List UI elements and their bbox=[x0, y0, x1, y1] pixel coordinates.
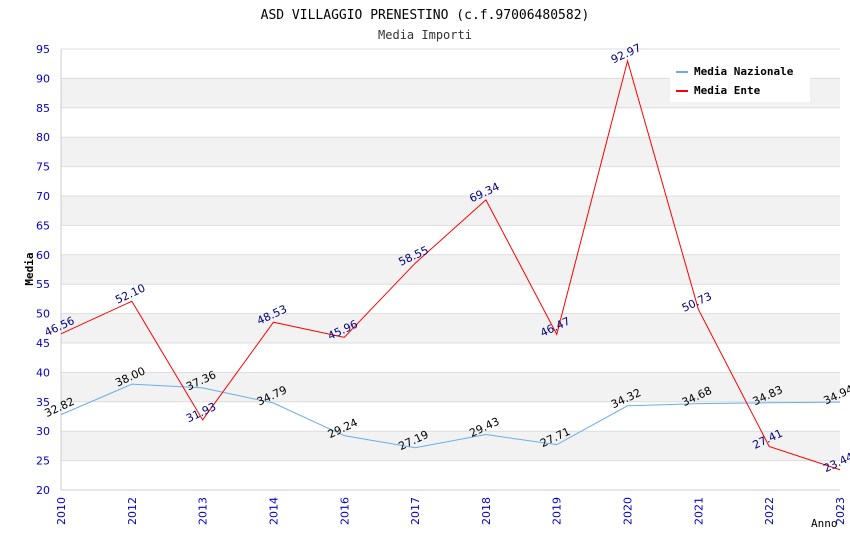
y-axis-label: Media bbox=[23, 252, 36, 285]
chart-title: ASD VILLAGGIO PRENESTINO (c.f.9700648058… bbox=[261, 8, 590, 23]
y-tick-label: 70 bbox=[36, 190, 50, 203]
x-tick-label: 2023 bbox=[834, 497, 847, 525]
series-line bbox=[60, 383, 841, 449]
legend-label: Media Nazionale bbox=[694, 65, 794, 78]
y-tick-label: 65 bbox=[36, 219, 50, 232]
x-tick-label: 2018 bbox=[480, 497, 493, 525]
legend-label: Media Ente bbox=[694, 84, 761, 97]
grid-band bbox=[61, 254, 840, 285]
series-lines bbox=[60, 59, 841, 471]
y-tick-label: 55 bbox=[36, 278, 50, 291]
data-label: 52.10 bbox=[113, 282, 147, 307]
y-tick-label: 20 bbox=[36, 484, 50, 497]
x-tick-label: 2016 bbox=[338, 497, 351, 525]
grid-band bbox=[61, 431, 840, 461]
legend: Media Nazionale Media Ente bbox=[670, 60, 810, 102]
plot-background-bands bbox=[61, 78, 840, 461]
y-tick-label: 90 bbox=[36, 72, 50, 85]
legend-box bbox=[670, 60, 810, 102]
y-tick-label: 30 bbox=[36, 425, 50, 438]
x-tick-label: 2022 bbox=[763, 497, 776, 525]
axes bbox=[60, 49, 840, 491]
data-label: 92.97 bbox=[609, 41, 643, 66]
grid-band bbox=[61, 196, 840, 226]
data-label: 50.73 bbox=[680, 290, 714, 315]
y-tick-label: 75 bbox=[36, 161, 50, 174]
y-tick-label: 95 bbox=[36, 43, 50, 56]
data-label: 31.93 bbox=[184, 400, 218, 425]
x-tick-label: 2012 bbox=[126, 497, 139, 525]
y-tick-label: 50 bbox=[36, 308, 50, 321]
x-tick-label: 2020 bbox=[622, 497, 635, 525]
x-tick-label: 2019 bbox=[551, 497, 564, 525]
grid-band bbox=[61, 137, 840, 167]
chart-subtitle: Media Importi bbox=[378, 28, 472, 42]
x-tick-label: 2010 bbox=[55, 497, 68, 525]
x-tick-label: 2013 bbox=[197, 497, 210, 525]
x-tick-label: 2021 bbox=[692, 497, 705, 525]
x-axis-label: Anno bbox=[811, 517, 838, 530]
y-tick-label: 45 bbox=[36, 337, 50, 350]
x-tick-label: 2017 bbox=[409, 497, 422, 525]
y-tick-label: 25 bbox=[36, 455, 50, 468]
x-axis-ticks: 2010 2012 2013 2014 2016 2017 2018 2019 2020 2021… bbox=[55, 497, 847, 525]
grid-band bbox=[61, 313, 840, 343]
y-tick-label: 35 bbox=[36, 396, 50, 409]
series-line bbox=[60, 59, 841, 471]
y-tick-label: 80 bbox=[36, 131, 50, 144]
y-tick-label: 85 bbox=[36, 102, 50, 115]
y-tick-label: 60 bbox=[36, 249, 50, 262]
y-axis-ticks: 20 25 30 35 40 45 50 55 60 65 70 75 80 85 90 95 bbox=[36, 43, 50, 497]
y-tick-label: 40 bbox=[36, 366, 50, 379]
x-tick-label: 2014 bbox=[267, 497, 280, 525]
